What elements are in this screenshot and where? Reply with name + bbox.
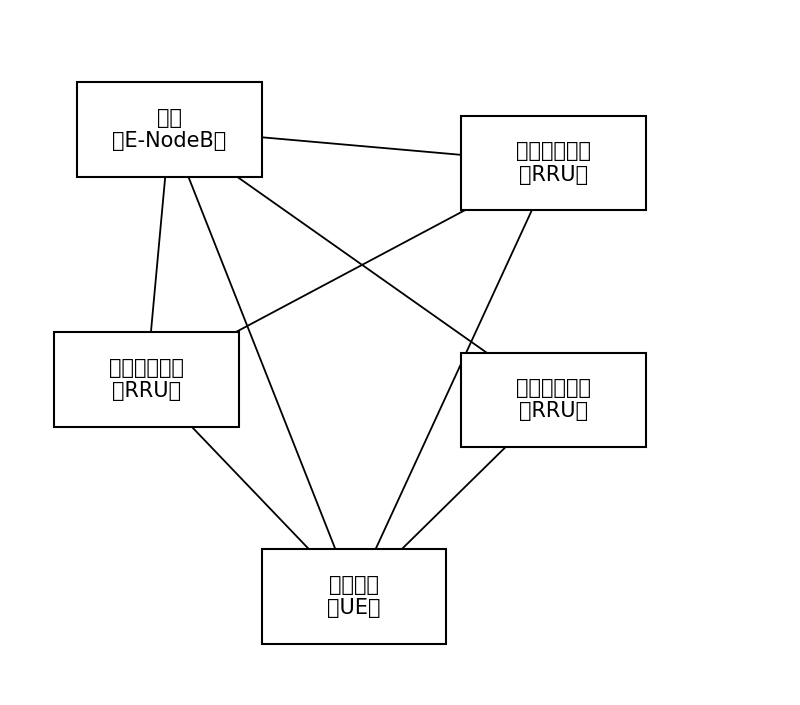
FancyBboxPatch shape	[262, 548, 446, 644]
FancyBboxPatch shape	[462, 116, 646, 210]
FancyBboxPatch shape	[78, 82, 262, 176]
FancyBboxPatch shape	[54, 332, 238, 427]
Text: 射频拉远模块
（RRU）: 射频拉远模块 （RRU）	[516, 379, 591, 422]
FancyBboxPatch shape	[462, 352, 646, 447]
Text: 用户设备
（UE）: 用户设备 （UE）	[327, 575, 381, 618]
Text: 射频拉远模块
（RRU）: 射频拉远模块 （RRU）	[516, 142, 591, 185]
Text: 基站
（E-NodeB）: 基站 （E-NodeB）	[113, 108, 226, 151]
Text: 射频拉远模块
（RRU）: 射频拉远模块 （RRU）	[109, 358, 184, 401]
